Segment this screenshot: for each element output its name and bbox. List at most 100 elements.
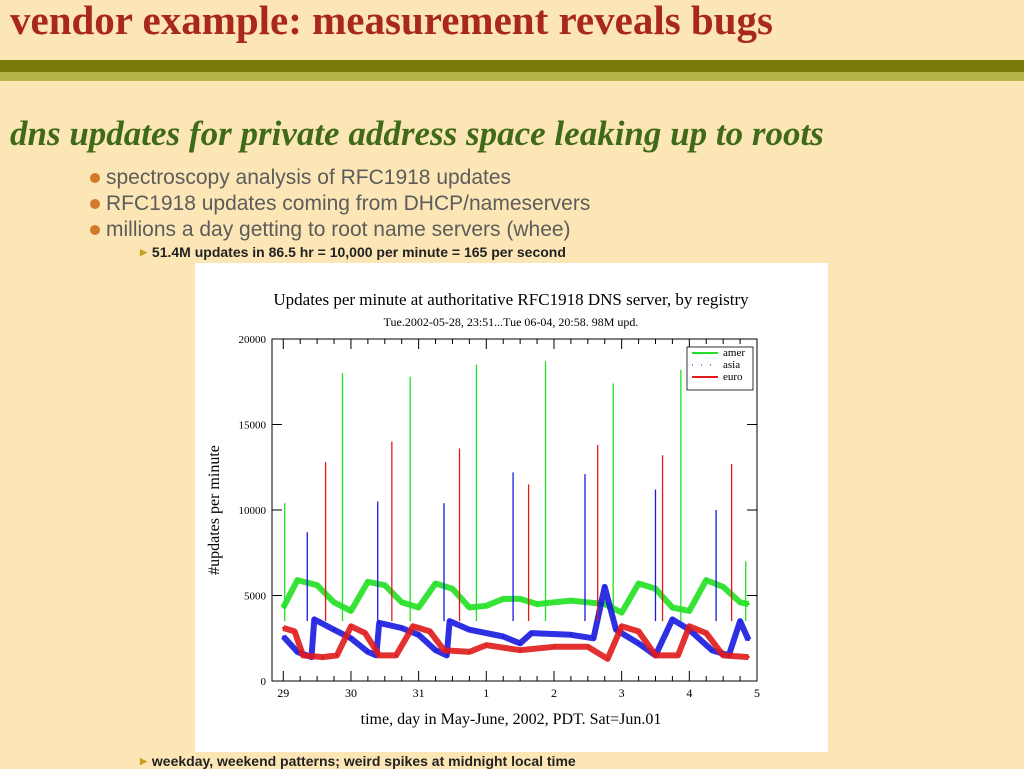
point-euro bbox=[377, 654, 381, 657]
point-amer bbox=[315, 584, 319, 587]
point-euro bbox=[676, 654, 680, 657]
point-amer bbox=[485, 604, 488, 607]
point-euro bbox=[442, 649, 446, 652]
point-asia bbox=[296, 650, 299, 654]
point-asia bbox=[448, 619, 451, 623]
point-asia bbox=[603, 585, 606, 589]
point-asia bbox=[747, 638, 750, 642]
point-euro bbox=[282, 626, 285, 630]
line-euro bbox=[282, 623, 749, 662]
point-euro bbox=[485, 643, 488, 647]
point-asia bbox=[377, 621, 381, 625]
point-asia bbox=[349, 637, 353, 640]
legend-label-amer: amer bbox=[723, 347, 745, 359]
point-amer bbox=[535, 602, 539, 606]
y-tick-label: 10000 bbox=[239, 505, 267, 517]
point-euro bbox=[705, 631, 708, 635]
point-euro bbox=[468, 650, 471, 654]
point-euro bbox=[721, 654, 725, 657]
point-amer bbox=[518, 597, 522, 601]
point-asia bbox=[332, 628, 336, 631]
line-amer bbox=[280, 577, 750, 616]
point-amer bbox=[332, 601, 336, 604]
point-amer bbox=[383, 584, 386, 587]
point-euro bbox=[747, 655, 750, 659]
point-euro bbox=[637, 630, 640, 633]
point-amer bbox=[586, 601, 590, 604]
y-tick-label: 20000 bbox=[239, 334, 267, 346]
point-asia bbox=[417, 633, 420, 637]
point-euro bbox=[654, 654, 657, 657]
bullet-dot-icon bbox=[90, 173, 100, 184]
chart-title: Updates per minute at authoritative RFC1… bbox=[273, 290, 749, 309]
point-asia bbox=[637, 642, 640, 645]
x-tick-label: 31 bbox=[413, 686, 425, 700]
x-axis-label: time, day in May-June, 2002, PDT. Sat=Ju… bbox=[361, 711, 662, 728]
point-amer bbox=[688, 609, 691, 613]
point-asia bbox=[366, 650, 370, 654]
x-tick-label: 4 bbox=[686, 686, 692, 700]
point-asia bbox=[518, 642, 522, 645]
point-euro bbox=[606, 657, 609, 660]
point-amer bbox=[451, 587, 454, 590]
point-euro bbox=[552, 645, 556, 648]
bullet-dot-icon bbox=[90, 225, 100, 236]
point-amer bbox=[569, 599, 573, 602]
point-euro bbox=[335, 654, 339, 657]
sub-bullet-item: ▶ 51.4M updates in 86.5 hr = 10,000 per m… bbox=[140, 244, 566, 260]
point-asia bbox=[569, 633, 573, 637]
sub-bullet-text: 51.4M updates in 86.5 hr = 10,000 per mi… bbox=[151, 244, 566, 260]
point-amer bbox=[502, 597, 505, 601]
point-amer bbox=[349, 609, 353, 613]
point-euro bbox=[586, 645, 590, 648]
point-amer bbox=[747, 602, 750, 606]
triangle-bullet-icon: ▶ bbox=[140, 247, 147, 257]
point-asia bbox=[468, 628, 471, 631]
x-tick-label: 29 bbox=[277, 686, 289, 700]
point-euro bbox=[518, 649, 522, 652]
point-euro bbox=[688, 625, 691, 628]
x-tick-label: 30 bbox=[345, 686, 357, 700]
chart: Updates per minute at authoritative RFC1… bbox=[195, 263, 828, 752]
x-tick-label: 2 bbox=[551, 686, 557, 700]
y-axis-label: #updates per minute bbox=[206, 445, 223, 575]
point-amer bbox=[721, 585, 725, 589]
point-amer bbox=[671, 606, 674, 609]
legend-box bbox=[686, 346, 754, 391]
series-euro bbox=[282, 441, 750, 662]
point-asia bbox=[671, 618, 674, 621]
point-euro bbox=[293, 630, 296, 633]
x-tick-label: 3 bbox=[619, 686, 625, 700]
bullet-item: spectroscopy analysis of RFC1918 updates bbox=[90, 166, 511, 190]
bullet-item: millions a day getting to root name serv… bbox=[90, 218, 571, 242]
point-asia bbox=[592, 637, 595, 640]
y-tick-label: 5000 bbox=[244, 591, 267, 603]
point-euro bbox=[363, 631, 367, 635]
chart-svg: Updates per minute at authoritative RFC1… bbox=[206, 290, 760, 728]
legend-label-asia: asia bbox=[723, 359, 740, 371]
point-asia bbox=[400, 626, 403, 630]
point-euro bbox=[428, 630, 432, 633]
point-asia bbox=[282, 635, 285, 638]
bullet-text: RFC1918 updates coming from DHCP/nameser… bbox=[106, 192, 591, 215]
point-amer bbox=[282, 606, 285, 609]
point-euro bbox=[394, 654, 398, 657]
point-amer bbox=[637, 582, 640, 585]
bullet-dot-icon bbox=[90, 199, 100, 210]
point-amer bbox=[400, 601, 403, 604]
point-amer bbox=[296, 578, 299, 582]
point-amer bbox=[705, 578, 708, 582]
title-divider-light bbox=[0, 72, 1024, 81]
y-tick-label: 15000 bbox=[239, 420, 267, 432]
point-euro bbox=[301, 654, 305, 657]
x-tick-label: 1 bbox=[483, 686, 489, 700]
point-amer bbox=[468, 606, 471, 609]
point-asia bbox=[502, 635, 505, 638]
triangle-bullet-icon: ▶ bbox=[140, 756, 147, 766]
y-tick-label: 0 bbox=[261, 676, 267, 688]
point-amer bbox=[738, 601, 742, 604]
point-euro bbox=[411, 625, 415, 628]
sub-bullet-text: weekday, weekend patterns; weird spikes … bbox=[151, 753, 576, 769]
point-amer bbox=[620, 611, 623, 614]
